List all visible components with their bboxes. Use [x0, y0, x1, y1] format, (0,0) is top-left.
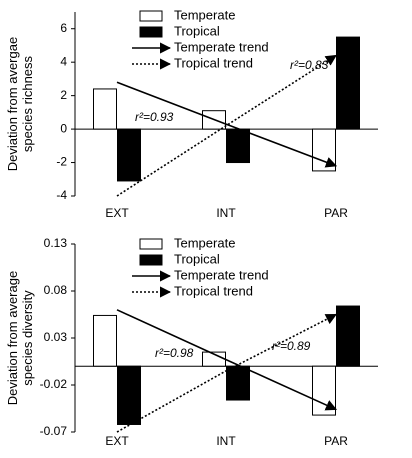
legend-label: Tropical trend: [174, 283, 253, 298]
legend-label: Temperate trend: [174, 39, 269, 54]
y-tick-label: 6: [60, 21, 67, 35]
x-tick-label: INT: [216, 434, 236, 448]
bar: [226, 128, 250, 164]
bar: [226, 365, 250, 401]
x-tick-label: EXT: [105, 434, 129, 448]
y-tick-label: 0.03: [44, 330, 68, 344]
y-tick-label: 0: [60, 121, 67, 135]
bar: [93, 314, 117, 367]
trend-line: [116, 54, 337, 197]
y-tick-label: 0.08: [44, 283, 68, 297]
bar: [117, 365, 141, 425]
y-axis-label: Deviation from average species diversity: [5, 270, 35, 406]
annotation: r²=0.89: [272, 339, 311, 353]
bar: [336, 305, 360, 367]
trend-line: [116, 309, 338, 411]
y-axis-label: Deviation from avergae species richness: [5, 36, 35, 172]
x-tick-label: PAR: [324, 206, 348, 220]
y-tick-label: -2: [56, 155, 67, 169]
trend-line: [116, 81, 338, 168]
bar: [336, 36, 360, 130]
legend-label: Tropical: [174, 23, 220, 38]
bar: [117, 128, 141, 182]
legend-swatch: [139, 10, 163, 22]
annotation: r²=0.98: [155, 346, 194, 360]
y-tick-label: -0.07: [40, 424, 68, 438]
y-tick-label: 4: [60, 54, 67, 68]
legend-swatch: [139, 26, 163, 38]
legend-swatch: [139, 254, 163, 266]
y-tick-label: 0.13: [44, 236, 68, 250]
y-tick-label: -0.02: [40, 377, 68, 391]
legend-label: Tropical: [174, 251, 220, 266]
x-tick-label: PAR: [324, 434, 348, 448]
x-tick-label: INT: [216, 206, 236, 220]
legend-swatch: [139, 238, 163, 250]
legend-label: Temperate: [174, 235, 235, 250]
annotation: r²=0.93: [135, 110, 174, 124]
trend-line: [116, 313, 337, 433]
legend-label: Temperate trend: [174, 267, 269, 282]
bar: [93, 88, 117, 130]
y-tick-label: -4: [56, 188, 67, 202]
x-tick-label: EXT: [105, 206, 129, 220]
legend-label: Temperate: [174, 7, 235, 22]
annotation: r²=0.83: [290, 58, 329, 72]
y-tick-label: 2: [60, 88, 67, 102]
legend-label: Tropical trend: [174, 55, 253, 70]
